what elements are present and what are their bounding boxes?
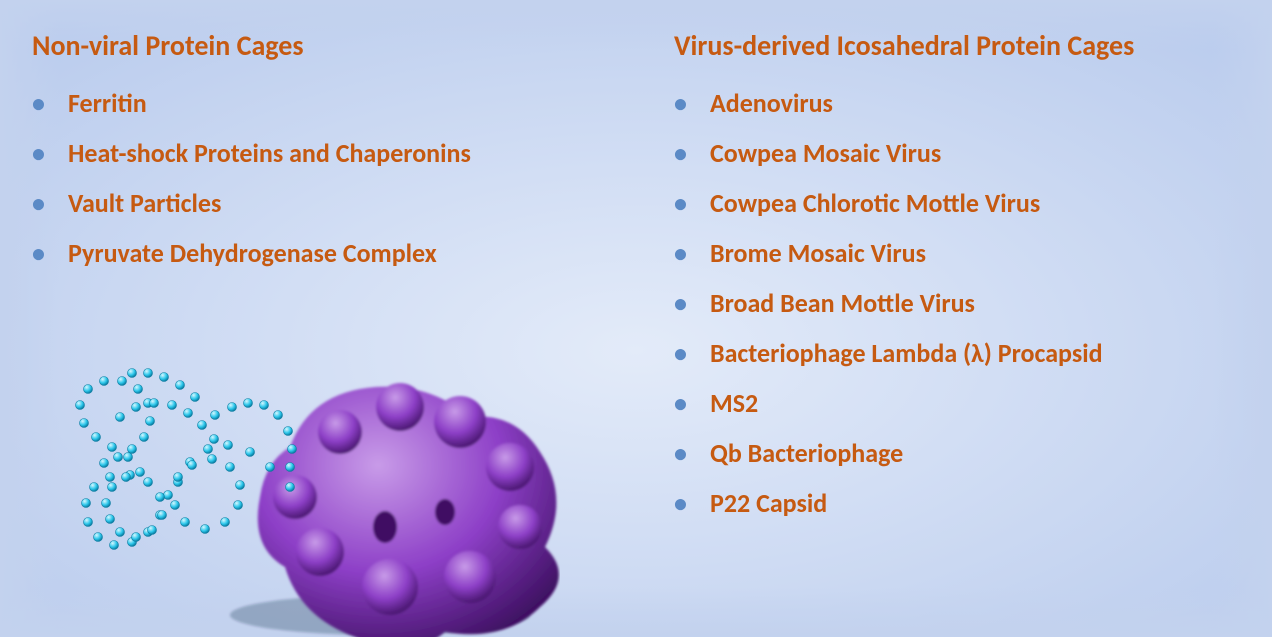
right-item-label: Adenovirus — [710, 87, 833, 119]
right-item: Adenovirus — [674, 87, 1240, 119]
right-heading: Virus-derived Icosahedral Protein Cages — [674, 28, 1240, 63]
left-column: Non-viral Protein Cages Ferritin Heat-sho… — [32, 28, 618, 617]
right-item: MS2 — [674, 387, 1240, 419]
right-item: Qb Bacteriophage — [674, 437, 1240, 469]
right-item-label: P22 Capsid — [710, 487, 827, 519]
left-item: Heat-shock Proteins and Chaperonins — [32, 137, 598, 169]
right-item: Cowpea Chlorotic Mottle Virus — [674, 187, 1240, 219]
right-item-label: Broad Bean Mottle Virus — [710, 287, 975, 319]
right-item: Brome Mosaic Virus — [674, 237, 1240, 269]
left-item-label: Vault Particles — [68, 187, 221, 219]
left-item-label: Ferritin — [68, 87, 147, 119]
right-item-label: Cowpea Mosaic Virus — [710, 137, 941, 169]
left-item: Vault Particles — [32, 187, 598, 219]
right-item-label: MS2 — [710, 387, 758, 419]
right-item-label: Brome Mosaic Virus — [710, 237, 926, 269]
right-column: Virus-derived Icosahedral Protein Cages … — [618, 28, 1240, 617]
right-item: Cowpea Mosaic Virus — [674, 137, 1240, 169]
right-item-label: Qb Bacteriophage — [710, 437, 903, 469]
left-list: Ferritin Heat-shock Proteins and Chaperon… — [32, 87, 598, 269]
right-item: Bacteriophage Lambda (λ) Procapsid — [674, 337, 1240, 369]
slide-root: Non-viral Protein Cages Ferritin Heat-sho… — [0, 0, 1272, 637]
left-item-label: Heat-shock Proteins and Chaperonins — [68, 137, 471, 169]
right-item-label: Bacteriophage Lambda (λ) Procapsid — [710, 337, 1103, 369]
right-item: P22 Capsid — [674, 487, 1240, 519]
left-item: Pyruvate Dehydrogenase Complex — [32, 237, 598, 269]
right-item: Broad Bean Mottle Virus — [674, 287, 1240, 319]
left-item: Ferritin — [32, 87, 598, 119]
right-list: Adenovirus Cowpea Mosaic Virus Cowpea Chlo… — [674, 87, 1240, 519]
left-heading: Non-viral Protein Cages — [32, 28, 598, 63]
right-item-label: Cowpea Chlorotic Mottle Virus — [710, 187, 1040, 219]
left-item-label: Pyruvate Dehydrogenase Complex — [68, 237, 437, 269]
